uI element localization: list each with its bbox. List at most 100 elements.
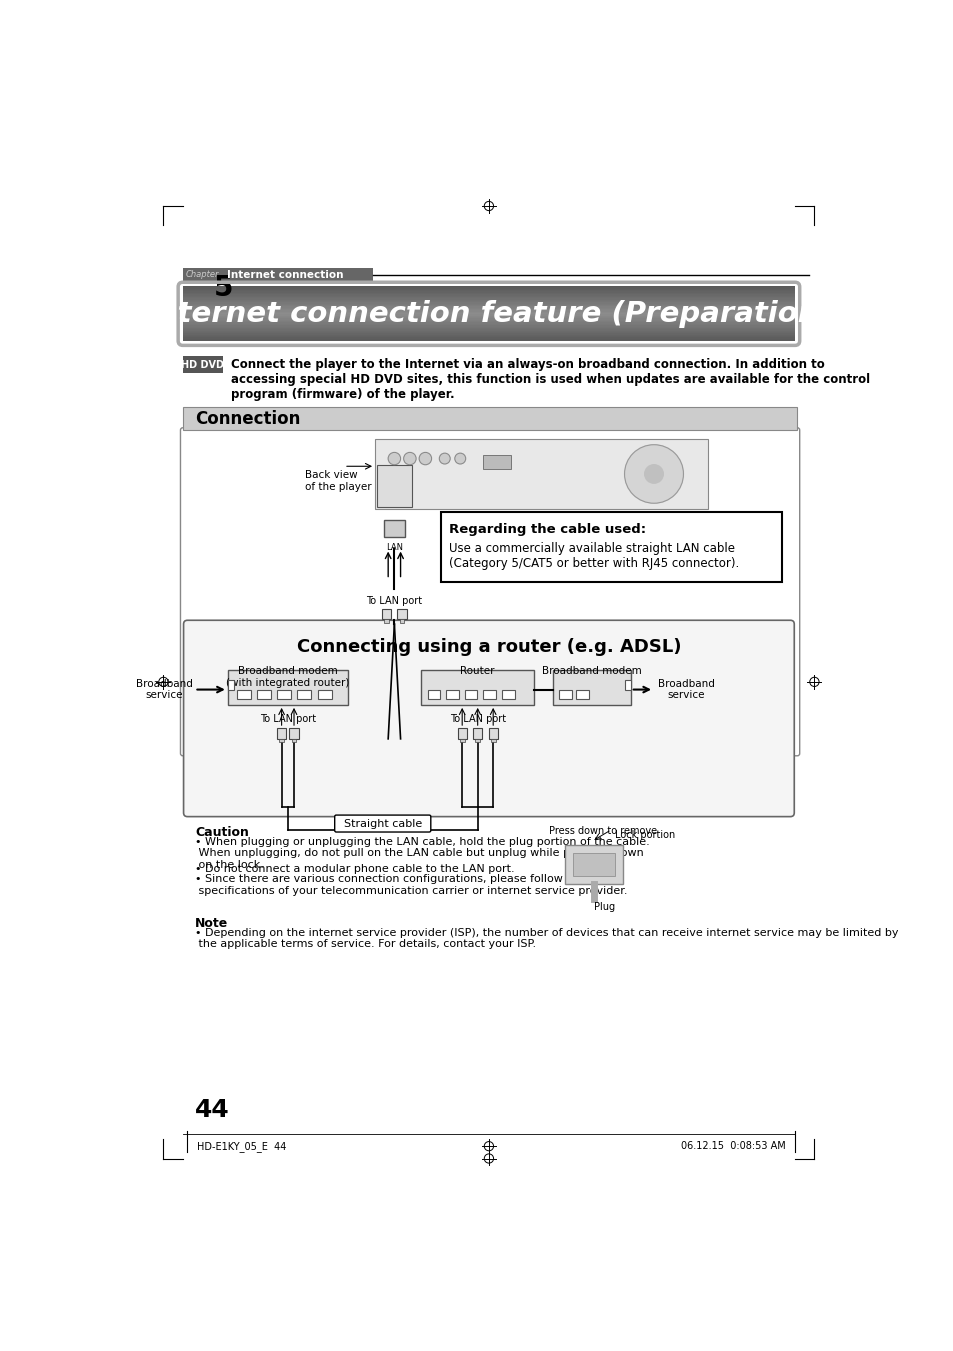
- Bar: [277, 689, 291, 698]
- Bar: [183, 305, 794, 307]
- Bar: [483, 689, 496, 698]
- Bar: [183, 357, 223, 373]
- Bar: [236, 689, 251, 698]
- Bar: [183, 308, 794, 309]
- Text: Broadband
service: Broadband service: [136, 678, 193, 700]
- Bar: [183, 326, 794, 327]
- Circle shape: [388, 453, 400, 465]
- Bar: [564, 846, 622, 884]
- Bar: [183, 293, 794, 295]
- Bar: [183, 288, 794, 289]
- Bar: [183, 301, 794, 303]
- Bar: [257, 689, 271, 698]
- Text: HD-E1KY_05_E  44: HD-E1KY_05_E 44: [196, 1140, 286, 1151]
- Bar: [183, 309, 794, 311]
- Bar: [183, 307, 794, 308]
- Text: To LAN port: To LAN port: [366, 596, 422, 605]
- Circle shape: [403, 453, 416, 465]
- Text: • Depending on the internet service provider (ISP), the number of devices that c: • Depending on the internet service prov…: [195, 928, 898, 950]
- Circle shape: [418, 453, 431, 465]
- Bar: [421, 670, 534, 705]
- Bar: [399, 620, 404, 623]
- Bar: [491, 739, 495, 742]
- Bar: [183, 312, 794, 313]
- Bar: [501, 689, 514, 698]
- Bar: [427, 689, 439, 698]
- Text: Lock portion: Lock portion: [615, 831, 675, 840]
- Bar: [228, 670, 348, 705]
- Bar: [446, 689, 458, 698]
- Bar: [183, 331, 794, 332]
- Text: Straight cable: Straight cable: [343, 819, 421, 828]
- Bar: [183, 290, 794, 292]
- Bar: [558, 689, 571, 698]
- Bar: [292, 739, 296, 742]
- FancyBboxPatch shape: [335, 815, 431, 832]
- Text: Caution: Caution: [195, 825, 249, 839]
- Bar: [572, 852, 615, 875]
- Bar: [183, 317, 794, 319]
- Bar: [375, 439, 707, 508]
- Bar: [183, 328, 794, 330]
- Text: To LAN port: To LAN port: [259, 715, 315, 724]
- Text: HD DVD: HD DVD: [181, 359, 224, 370]
- Bar: [183, 327, 794, 328]
- Bar: [183, 313, 794, 315]
- Text: • Do not connect a modular phone cable to the LAN port.: • Do not connect a modular phone cable t…: [195, 865, 515, 874]
- Bar: [576, 689, 588, 698]
- Text: • When plugging or unplugging the LAN cable, hold the plug portion of the cable.: • When plugging or unplugging the LAN ca…: [195, 836, 649, 870]
- Text: Press down to remove: Press down to remove: [549, 825, 657, 836]
- Bar: [183, 299, 794, 300]
- Bar: [183, 334, 794, 335]
- Text: Broadband modem: Broadband modem: [541, 666, 641, 677]
- Bar: [183, 336, 794, 338]
- Text: Note: Note: [195, 917, 228, 929]
- Text: Use a commercially available straight LAN cable
(Category 5/CAT5 or better with : Use a commercially available straight LA…: [448, 542, 739, 570]
- Bar: [183, 323, 794, 324]
- Bar: [183, 316, 794, 317]
- Bar: [459, 739, 464, 742]
- Bar: [473, 728, 482, 739]
- Text: Broadband
service: Broadband service: [658, 678, 714, 700]
- Text: Connecting using a router (e.g. ADSL): Connecting using a router (e.g. ADSL): [296, 638, 680, 657]
- Bar: [276, 728, 286, 739]
- Text: Internet connection feature (Preparation): Internet connection feature (Preparation…: [146, 300, 831, 328]
- Text: Plug: Plug: [594, 902, 615, 912]
- Bar: [183, 267, 373, 281]
- Bar: [377, 465, 412, 507]
- Bar: [183, 322, 794, 323]
- Text: Connect the player to the Internet via an always-on broadband connection. In add: Connect the player to the Internet via a…: [231, 358, 869, 401]
- Bar: [183, 304, 794, 305]
- Circle shape: [439, 453, 450, 463]
- Text: Broadband modem
(with integrated router): Broadband modem (with integrated router): [226, 666, 349, 688]
- Text: Regarding the cable used:: Regarding the cable used:: [448, 523, 645, 536]
- Text: Internet connection: Internet connection: [227, 270, 343, 280]
- Bar: [475, 739, 479, 742]
- Bar: [183, 319, 794, 320]
- Bar: [384, 620, 389, 623]
- Circle shape: [455, 453, 465, 463]
- Bar: [381, 609, 391, 620]
- Bar: [464, 689, 476, 698]
- Bar: [183, 311, 794, 312]
- Text: Back view
of the player: Back view of the player: [305, 470, 372, 492]
- Text: To LAN port: To LAN port: [449, 715, 505, 724]
- Bar: [297, 689, 311, 698]
- Bar: [183, 295, 794, 296]
- FancyBboxPatch shape: [183, 620, 794, 816]
- Bar: [488, 728, 497, 739]
- Bar: [183, 332, 794, 334]
- Bar: [624, 681, 630, 689]
- Bar: [397, 609, 406, 620]
- Text: Router: Router: [460, 666, 495, 677]
- Bar: [183, 292, 794, 293]
- Text: Chapter: Chapter: [186, 270, 219, 280]
- Bar: [183, 335, 794, 336]
- Bar: [440, 512, 781, 582]
- Text: 5: 5: [213, 274, 233, 301]
- Text: LAN: LAN: [385, 543, 402, 551]
- Bar: [289, 728, 298, 739]
- Bar: [553, 670, 630, 705]
- Circle shape: [624, 444, 682, 503]
- Bar: [183, 300, 794, 301]
